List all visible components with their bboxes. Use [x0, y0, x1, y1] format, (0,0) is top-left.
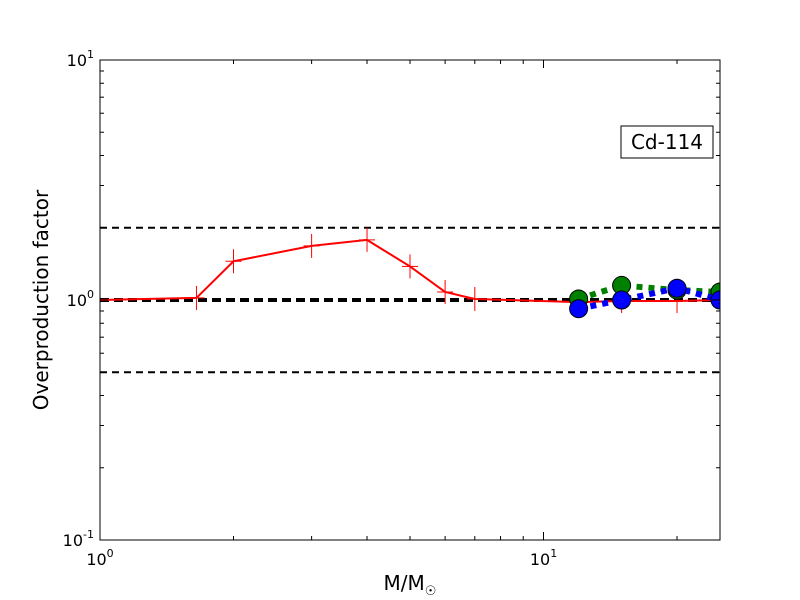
series-layer	[100, 227, 720, 319]
series-2-line	[578, 285, 720, 312]
series-0-point	[303, 233, 320, 258]
series-0-point	[359, 227, 376, 252]
series-0-point	[466, 286, 483, 311]
annotation-box: Cd-114	[620, 125, 714, 159]
series-0-point	[402, 254, 418, 279]
y-axis-label: Overproduction factor	[29, 189, 53, 410]
sun-symbol: ☉	[425, 584, 437, 599]
x-axis-label: M/M☉	[384, 571, 437, 599]
x-tick-label: 101	[530, 547, 557, 569]
x-axis-label-text: M/M	[384, 571, 425, 595]
series-2-point	[667, 278, 687, 298]
y-tick-label: 101	[67, 48, 94, 70]
series-0-point	[225, 249, 242, 274]
svg-text:M/M☉: M/M☉	[384, 571, 437, 599]
series-0-point	[437, 279, 454, 304]
annotation-label: Cd-114	[631, 130, 703, 154]
series-2-point	[612, 290, 632, 310]
y-tick-label: 10-1	[63, 528, 94, 550]
axis-ticks	[99, 59, 720, 541]
y-tick-label: 100	[67, 288, 94, 310]
reference-lines	[100, 226, 720, 374]
x-tick-label: 100	[86, 547, 113, 569]
series-2-point	[569, 299, 589, 319]
series-0-point	[188, 285, 205, 310]
